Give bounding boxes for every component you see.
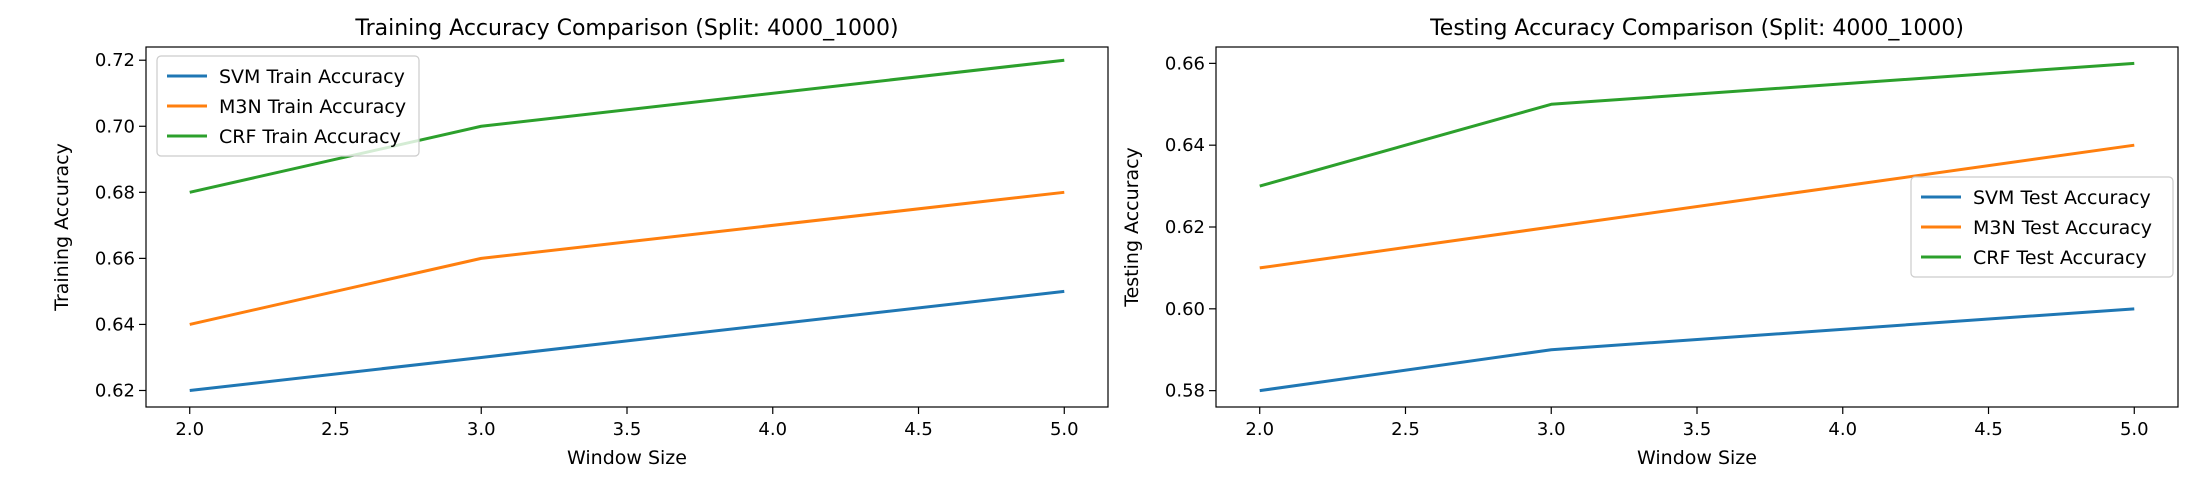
chart-title: Training Accuracy Comparison (Split: 400… [354,16,898,41]
x-tick-label: 2.0 [1245,419,1274,440]
y-tick-label: 0.60 [1165,299,1205,320]
y-tick-label: 0.66 [1165,53,1205,74]
x-tick-label: 5.0 [1050,419,1079,440]
x-tick-label: 2.0 [175,419,204,440]
y-tick-label: 0.70 [95,116,135,137]
testing-accuracy-chart: Testing Accuracy Comparison (Split: 4000… [1121,16,2179,469]
legend-entry: CRF Train Accuracy [219,126,401,148]
y-tick-label: 0.66 [95,248,135,269]
y-axis-label: Training Accuracy [51,143,73,312]
y-tick-label: 0.72 [95,50,135,71]
chart-title: Testing Accuracy Comparison (Split: 4000… [1429,16,1964,41]
series-line-2 [189,190,1065,326]
series-line-1 [189,289,1065,392]
x-tick-label: 5.0 [2120,419,2149,440]
x-axis-label: Window Size [1637,447,1757,469]
y-tick-label: 0.62 [95,380,135,401]
y-tick-label: 0.64 [1165,135,1205,156]
x-tick-label: 3.5 [1683,419,1712,440]
legend-entry: SVM Train Accuracy [219,66,405,88]
legend-entry: M3N Test Accuracy [1973,217,2152,239]
x-axis-label: Window Size [567,447,687,469]
y-tick-label: 0.62 [1165,217,1205,238]
training-accuracy-chart: Training Accuracy Comparison (Split: 400… [51,16,1109,469]
series-line-1 [1259,307,2135,393]
y-tick-label: 0.58 [1165,381,1205,402]
x-tick-label: 3.0 [1537,419,1566,440]
legend-entry: CRF Test Accuracy [1973,247,2147,269]
legend-entry: SVM Test Accuracy [1973,187,2151,209]
x-tick-label: 4.5 [1974,419,2003,440]
legend: SVM Train Accuracy M3N Train Accuracy CRF … [156,55,420,157]
legend-box [156,55,420,157]
legend-box [1910,176,2174,278]
x-tick-label: 4.0 [1828,419,1857,440]
legend-entry: M3N Train Accuracy [219,96,406,118]
x-tick-label: 3.0 [467,419,496,440]
x-tick-label: 2.5 [1391,419,1420,440]
x-tick-label: 4.0 [758,419,787,440]
y-axis-label: Testing Accuracy [1121,147,1143,308]
x-tick-label: 3.5 [613,419,642,440]
x-tick-label: 2.5 [321,419,350,440]
x-tick-label: 4.5 [904,419,933,440]
series-line-3 [1259,61,2135,188]
y-tick-label: 0.64 [95,314,135,335]
legend: SVM Test Accuracy M3N Test Accuracy CRF Te… [1910,176,2174,278]
y-tick-label: 0.68 [95,182,135,203]
